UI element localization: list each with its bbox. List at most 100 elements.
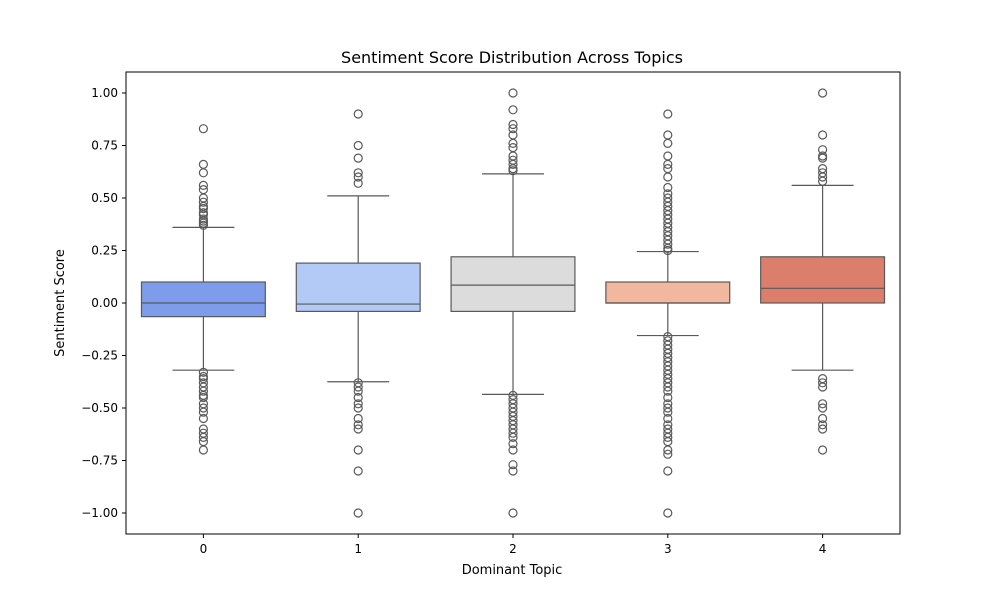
outlier-point [353,399,363,409]
outlier-point [353,168,363,178]
y-tick-label: 0.00 [91,296,118,310]
y-tick-label: 0.50 [91,191,118,205]
outlier-point [663,432,673,442]
y-tick-label: −0.75 [81,454,118,468]
outlier-point [663,392,673,403]
outlier-point [353,109,363,119]
outlier-point [508,428,518,438]
outlier-point [508,508,518,518]
y-axis-title: Sentiment Score [53,249,68,357]
outlier-point [817,445,828,455]
box-iqr [760,256,886,304]
outlier-point [353,420,363,430]
outlier-point [353,392,363,403]
outlier-point [663,159,673,169]
outlier-point [353,386,363,396]
outlier-point [198,168,208,178]
outlier-point [353,508,363,518]
outlier-point [663,182,673,193]
outlier-point [198,203,208,214]
outlier-point [817,420,828,430]
outlier-point [817,88,828,98]
outlier-point [817,153,828,163]
outlier-point [508,119,518,130]
outlier-point [817,424,828,434]
x-tick-label: 0 [200,542,208,556]
outlier-point [508,159,518,169]
box-iqr [450,256,576,312]
outlier-point [353,140,363,151]
y-tick-label: −0.50 [81,401,118,415]
outlier-point [663,508,673,518]
outlier-point [198,220,208,230]
outlier-point [198,407,208,417]
outlier-point [353,382,363,392]
outlier-point [817,399,828,409]
plot-frame [125,71,901,535]
x-tick-label: 4 [819,542,827,556]
x-tick-label: 3 [664,542,672,556]
box-iqr [295,262,421,313]
outlier-point [663,445,673,455]
outlier-point [508,166,518,176]
outlier-point [817,176,828,186]
plot-area: 1.00 0.75 0.50 0.25 0.00 −0.25 −0.50 −0.75 −1.00… [81,86,886,556]
outlier-point [198,432,208,442]
outlier-point [508,460,518,470]
outlier-point [198,413,208,424]
y-tick-label: 1.00 [91,86,118,100]
outlier-point [663,109,673,119]
chart-title: Sentiment Score Distribution Across Topi… [341,48,683,67]
outlier-point [353,413,363,424]
outlier-point [353,153,363,163]
outlier-point [353,172,363,182]
outlier-point [817,130,828,140]
x-tick-label: 1 [354,542,362,556]
outlier-point [198,367,208,377]
outlier-point [353,424,363,434]
outlier-point [508,432,518,442]
outlier-point [198,445,208,455]
outlier-point [198,392,208,403]
outlier-point [663,413,673,424]
outlier-point [817,382,828,392]
outlier-point [353,403,363,413]
y-tick-label: 0.25 [91,244,118,258]
box-iqr [605,281,731,304]
outlier-point [508,88,518,98]
outlier-point [663,138,673,148]
outlier-point [663,386,673,396]
outlier-point [353,178,363,188]
outlier-point [663,245,673,256]
x-axis-title: Dominant Topic [462,563,563,578]
outlier-point [198,197,208,207]
outlier-point [508,138,518,148]
outlier-point [508,105,518,115]
x-tick-label: 2 [509,542,517,556]
y-tick-label: 0.75 [91,139,118,153]
outlier-point [508,445,518,455]
box-iqr [140,281,266,318]
outlier-point [663,449,673,459]
outlier-point [198,403,208,413]
outlier-point [663,403,673,413]
y-tick-label: −1.00 [81,506,118,520]
outlier-point [508,466,518,476]
outlier-point [817,378,828,388]
outlier-point [198,124,208,134]
outlier-point [663,407,673,417]
outlier-point [663,172,673,182]
outlier-point [353,466,363,476]
outlier-point [508,124,518,134]
outlier-point [353,445,363,455]
outlier-point [663,466,673,476]
outlier-point [817,413,828,424]
outlier-point [198,386,208,396]
y-tick-label: −0.25 [81,349,118,363]
outlier-point [817,172,828,182]
outlier-point [663,382,673,392]
outlier-point [663,239,673,249]
outlier-point [817,403,828,413]
outlier-point [198,180,208,190]
